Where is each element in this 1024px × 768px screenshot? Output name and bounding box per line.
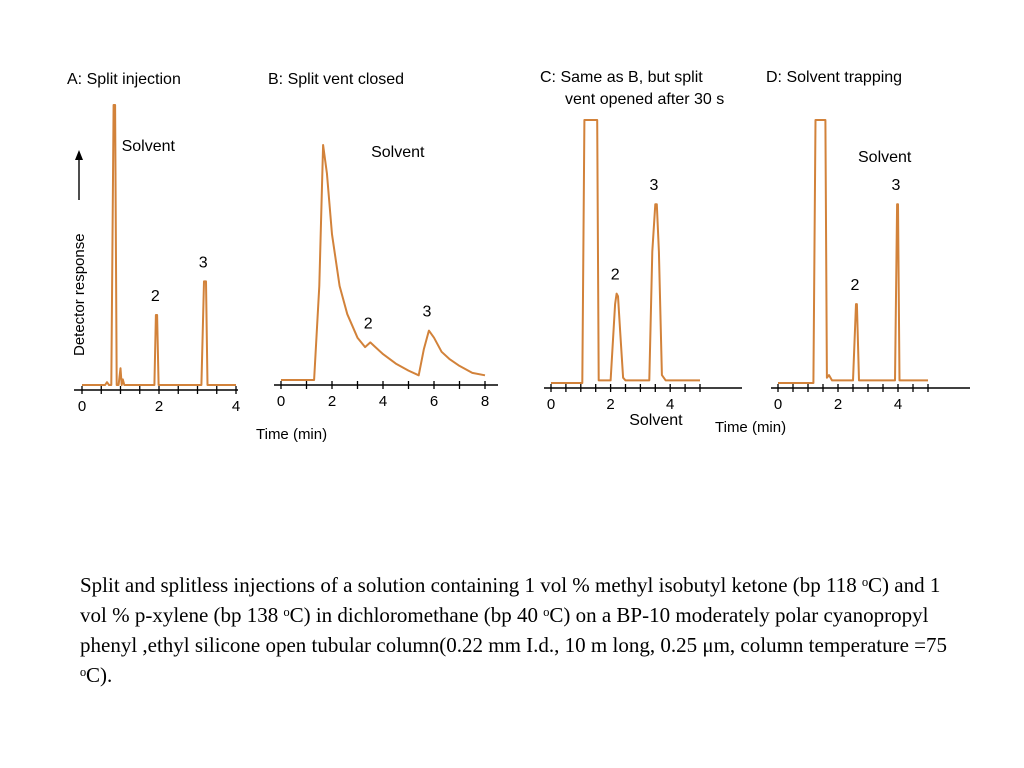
peak-label-2: 2 xyxy=(151,288,160,305)
x-tick-label: 4 xyxy=(666,396,674,413)
panel-b: 0 2 4 6 8 Solvent 2 3 xyxy=(274,144,498,410)
x-axis-label-b: Time (min) xyxy=(256,426,327,443)
x-tick-label: 2 xyxy=(155,398,163,415)
chromatogram-trace xyxy=(551,119,700,384)
x-axis-label-right: Time (min) xyxy=(715,419,786,436)
peak-label-3: 3 xyxy=(649,177,658,194)
chromatogram-trace xyxy=(281,144,486,381)
x-tick-label: 8 xyxy=(481,393,489,410)
panel-d-title: D: Solvent trapping xyxy=(766,69,902,86)
x-tick-label: 0 xyxy=(774,396,782,413)
x-tick-label: 0 xyxy=(277,393,285,410)
panel-a: 0 2 4 Solvent 2 3 xyxy=(74,104,240,415)
peak-label-3: 3 xyxy=(422,304,431,321)
panel-a-title: A: Split injection xyxy=(67,71,181,88)
panel-c-title-line1: C: Same as B, but split xyxy=(540,69,703,86)
x-tick-label: 0 xyxy=(78,398,86,415)
x-tick-label: 2 xyxy=(834,396,842,413)
peak-label-3: 3 xyxy=(892,177,901,194)
peak-label-solvent: Solvent xyxy=(629,412,683,429)
peak-label-2: 2 xyxy=(850,277,859,294)
peak-label-2: 2 xyxy=(611,267,620,284)
x-tick-label: 0 xyxy=(547,396,555,413)
peak-label-3: 3 xyxy=(199,254,208,271)
x-tick-label: 2 xyxy=(606,396,614,413)
peak-label-solvent: Solvent xyxy=(858,149,912,166)
x-tick-label: 4 xyxy=(894,396,902,413)
x-tick-label: 4 xyxy=(232,398,240,415)
peak-label-2: 2 xyxy=(364,315,373,332)
panel-d: 0 2 4 Solvent 2 3 xyxy=(771,119,970,413)
chromatogram-trace xyxy=(778,119,928,384)
y-axis-label: Detector response xyxy=(71,233,88,356)
chromatogram-figure: A: Split injection B: Split vent closed … xyxy=(67,69,970,443)
figure-caption: Split and splitless injections of a solu… xyxy=(80,573,948,687)
panel-c-title-line2: vent opened after 30 s xyxy=(565,91,724,108)
chromatogram-trace xyxy=(82,104,236,386)
y-axis-arrow-icon xyxy=(75,150,83,160)
y-axis-label-group: Detector response xyxy=(71,150,88,356)
panel-b-title: B: Split vent closed xyxy=(268,71,404,88)
x-tick-label: 4 xyxy=(379,393,387,410)
x-tick-label: 2 xyxy=(328,393,336,410)
peak-label-solvent: Solvent xyxy=(371,144,425,161)
peak-label-solvent: Solvent xyxy=(122,138,176,155)
x-tick-label: 6 xyxy=(430,393,438,410)
